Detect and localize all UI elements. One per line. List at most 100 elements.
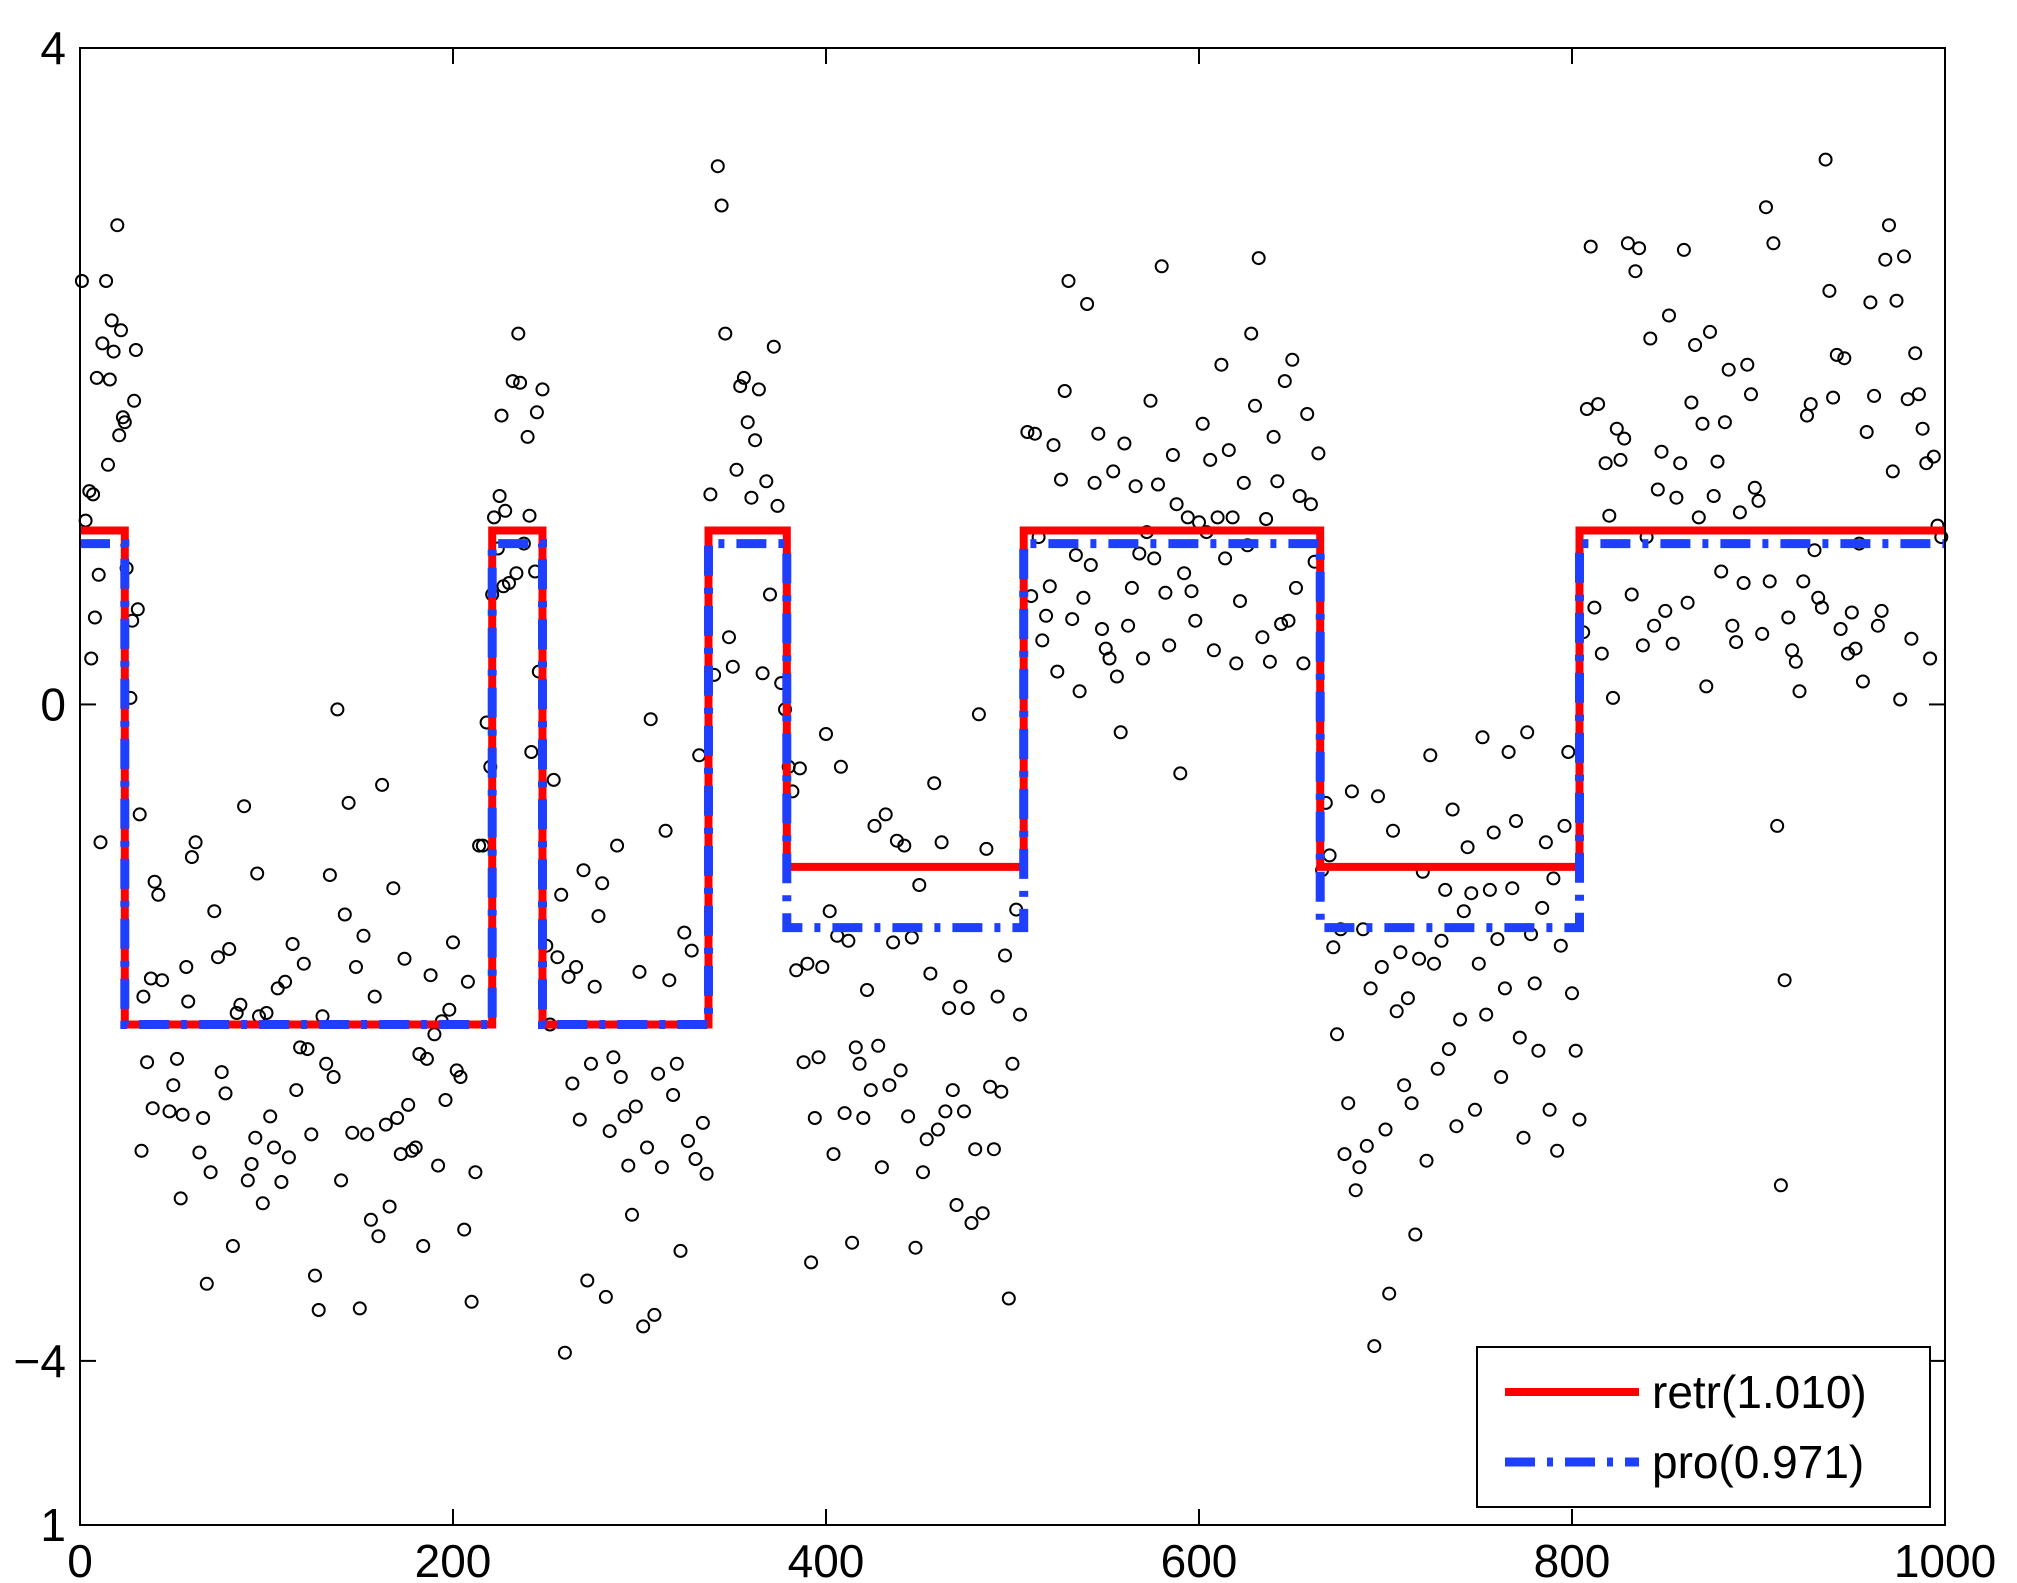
data-point bbox=[1628, 264, 1643, 279]
data-point bbox=[1714, 564, 1729, 579]
data-point bbox=[740, 415, 755, 430]
data-point bbox=[1803, 397, 1818, 412]
data-point bbox=[1620, 236, 1635, 251]
data-point bbox=[203, 1165, 218, 1180]
data-point bbox=[1606, 690, 1620, 705]
data-point bbox=[446, 935, 460, 950]
data-point bbox=[84, 651, 99, 666]
data-point bbox=[1109, 669, 1124, 684]
data-point bbox=[658, 823, 673, 838]
data-point bbox=[1072, 684, 1087, 699]
data-point bbox=[308, 1268, 322, 1283]
data-point bbox=[576, 863, 591, 878]
data-point bbox=[1471, 956, 1486, 971]
data-point bbox=[1855, 674, 1870, 689]
data-point bbox=[498, 503, 513, 518]
data-point bbox=[1635, 638, 1650, 653]
x-tick-label: 1000 bbox=[1894, 1535, 1996, 1583]
data-point bbox=[912, 878, 927, 892]
data-point bbox=[1516, 1130, 1531, 1145]
data-point bbox=[130, 602, 145, 617]
data-point bbox=[1650, 482, 1665, 497]
data-point bbox=[1393, 945, 1408, 960]
data-point bbox=[1684, 395, 1699, 410]
data-point bbox=[464, 1294, 479, 1309]
data-point bbox=[87, 610, 102, 625]
data-point bbox=[1203, 452, 1218, 467]
data-point bbox=[695, 1115, 710, 1130]
data-point bbox=[86, 487, 101, 502]
data-point bbox=[114, 323, 128, 338]
data-point bbox=[520, 429, 535, 444]
data-point bbox=[1005, 1056, 1020, 1071]
data-point bbox=[502, 576, 516, 590]
data-point bbox=[598, 1289, 613, 1304]
data-point bbox=[602, 1124, 617, 1139]
data-point bbox=[1557, 818, 1572, 833]
data-point bbox=[569, 960, 584, 974]
data-point bbox=[1882, 218, 1896, 233]
data-point bbox=[1102, 651, 1117, 666]
data-point bbox=[960, 1001, 975, 1016]
data-point bbox=[1911, 387, 1926, 402]
data-point bbox=[1509, 814, 1523, 828]
data-point bbox=[1303, 497, 1318, 512]
data-point bbox=[1233, 594, 1247, 609]
data-point bbox=[916, 1165, 930, 1180]
data-point bbox=[1042, 579, 1057, 594]
data-point bbox=[1889, 293, 1904, 308]
data-point bbox=[438, 1093, 453, 1107]
x-tick-label: 600 bbox=[1161, 1535, 1238, 1583]
data-point bbox=[1363, 981, 1378, 996]
data-point bbox=[1561, 745, 1576, 759]
data-point bbox=[128, 343, 143, 357]
data-point bbox=[267, 1140, 281, 1155]
data-point bbox=[1065, 612, 1080, 627]
data-point bbox=[983, 1079, 998, 1094]
data-point bbox=[492, 489, 507, 503]
data-point bbox=[1662, 308, 1676, 323]
data-point bbox=[1169, 497, 1184, 512]
data-point bbox=[166, 1078, 181, 1093]
data-point bbox=[1068, 548, 1083, 563]
data-point bbox=[1591, 397, 1606, 412]
data-point bbox=[1162, 638, 1177, 653]
data-point bbox=[763, 587, 777, 602]
data-point bbox=[878, 807, 893, 822]
data-point bbox=[319, 1056, 334, 1071]
data-point bbox=[1255, 630, 1270, 645]
data-point bbox=[363, 1212, 378, 1227]
data-point bbox=[179, 960, 194, 974]
data-point bbox=[1632, 241, 1647, 256]
data-point bbox=[487, 510, 501, 525]
data-point bbox=[811, 1050, 826, 1065]
data-point bbox=[1926, 449, 1941, 464]
data-point bbox=[1833, 622, 1848, 636]
data-point bbox=[863, 1083, 878, 1098]
data-point bbox=[386, 881, 401, 896]
data-point bbox=[722, 630, 736, 645]
data-point bbox=[897, 838, 912, 853]
data-point bbox=[1680, 595, 1695, 610]
data-point bbox=[632, 964, 647, 979]
data-point bbox=[1695, 416, 1710, 431]
data-point bbox=[942, 1001, 957, 1016]
data-point bbox=[511, 326, 526, 341]
data-point bbox=[1132, 546, 1147, 561]
data-point bbox=[136, 989, 151, 1004]
data-point bbox=[196, 1111, 211, 1125]
data-point bbox=[994, 1084, 1009, 1099]
data-point bbox=[1643, 331, 1658, 346]
series-line-pro bbox=[80, 539, 1945, 1029]
data-point bbox=[1434, 933, 1449, 948]
data-point bbox=[162, 1104, 177, 1119]
data-point bbox=[927, 776, 942, 791]
data-point bbox=[957, 1104, 971, 1119]
data-point bbox=[636, 1319, 651, 1334]
data-point bbox=[710, 159, 725, 174]
data-point bbox=[1311, 446, 1326, 461]
data-point bbox=[1900, 392, 1915, 407]
data-point bbox=[1464, 886, 1479, 901]
data-point bbox=[964, 1216, 979, 1230]
data-point bbox=[199, 1276, 214, 1291]
